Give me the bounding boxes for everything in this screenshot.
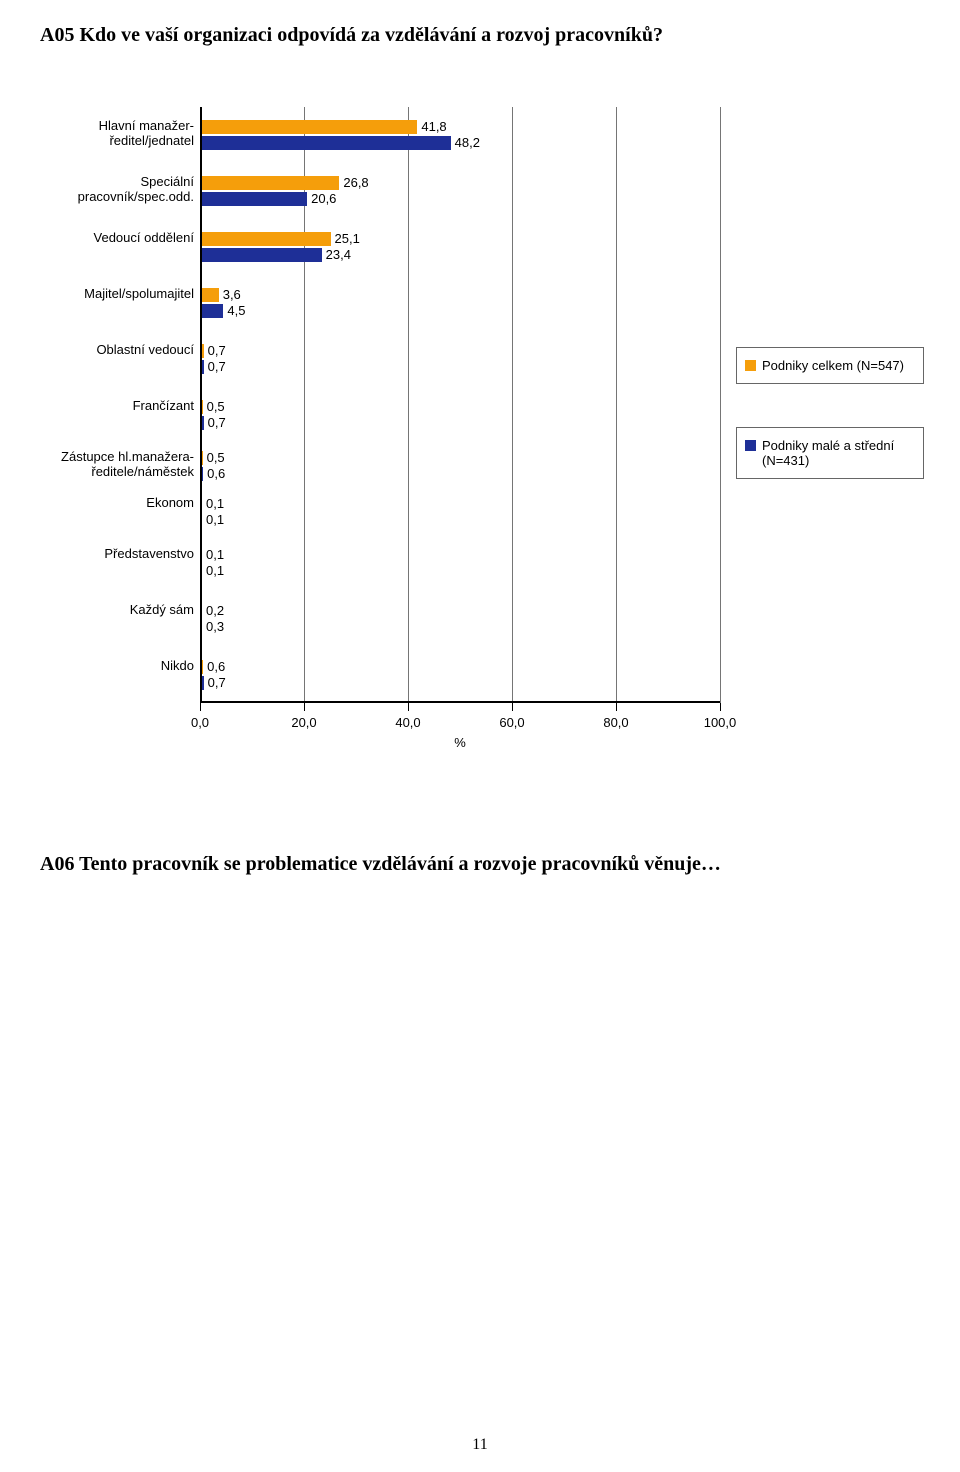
bar-series-b <box>200 192 307 206</box>
bar-series-b <box>200 304 223 318</box>
bar-series-a <box>200 288 219 302</box>
plot-area: 41,848,226,820,625,123,43,64,50,70,70,50… <box>200 107 720 703</box>
x-tick-label: 20,0 <box>291 715 316 730</box>
value-label: 0,5 <box>207 450 225 465</box>
value-label: 0,3 <box>206 619 224 634</box>
category-label: Hlavní manažer-ředitel/jednatel <box>40 119 194 149</box>
x-axis-title: % <box>454 735 466 750</box>
x-tick-label: 0,0 <box>191 715 209 730</box>
legend: Podniky malé a střední (N=431) <box>736 427 924 479</box>
value-label: 25,1 <box>335 231 360 246</box>
page: A05 Kdo ve vaší organizaci odpovídá za v… <box>0 0 960 1472</box>
x-tick-label: 60,0 <box>499 715 524 730</box>
value-label: 41,8 <box>421 119 446 134</box>
value-label: 0,1 <box>206 496 224 511</box>
plot-column: 41,848,226,820,625,123,43,64,50,70,70,50… <box>200 107 720 703</box>
value-label: 0,7 <box>208 415 226 430</box>
category-label: Vedoucí oddělení <box>40 231 194 246</box>
legend-column: Podniky celkem (N=547) Podniky malé a stř… <box>720 107 920 703</box>
value-label: 3,6 <box>223 287 241 302</box>
x-tick-label: 100,0 <box>704 715 737 730</box>
page-title: A05 Kdo ve vaší organizaci odpovídá za v… <box>40 24 920 47</box>
x-tick-label: 80,0 <box>603 715 628 730</box>
legend-swatch <box>745 440 756 451</box>
value-label: 0,1 <box>206 512 224 527</box>
value-label: 4,5 <box>227 303 245 318</box>
value-label: 48,2 <box>455 135 480 150</box>
legend-item: Podniky malé a střední (N=431) <box>745 438 915 468</box>
y-axis <box>200 107 202 703</box>
category-label: Speciálnípracovník/spec.odd. <box>40 175 194 205</box>
x-tick <box>720 703 721 711</box>
legend-item: Podniky celkem (N=547) <box>745 358 915 373</box>
page-number: 11 <box>472 1436 487 1454</box>
chart: Hlavní manažer-ředitel/jednatel Speciální… <box>40 107 920 753</box>
x-axis-row: 0,020,040,060,080,0100,0% <box>200 703 720 753</box>
category-label: Ekonom <box>40 496 194 511</box>
x-tick-label: 40,0 <box>395 715 420 730</box>
bar-series-b <box>200 248 322 262</box>
category-label: Představenstvo <box>40 547 194 562</box>
value-label: 26,8 <box>343 175 368 190</box>
legend-label: Podniky malé a střední (N=431) <box>762 438 915 468</box>
category-label: Zástupce hl.manažera-ředitele/náměstek <box>40 450 194 480</box>
plot-row: Hlavní manažer-ředitel/jednatel Speciální… <box>40 107 920 703</box>
value-label: 0,6 <box>207 659 225 674</box>
value-label: 0,2 <box>206 603 224 618</box>
legend-swatch <box>745 360 756 371</box>
bar-series-a <box>200 232 331 246</box>
category-label: Nikdo <box>40 659 194 674</box>
value-label: 0,1 <box>206 547 224 562</box>
category-label: Majitel/spolumajitel <box>40 287 194 302</box>
legend-label: Podniky celkem (N=547) <box>762 358 904 373</box>
bar-series-a <box>200 176 339 190</box>
value-label: 0,7 <box>208 359 226 374</box>
bar-series-a <box>200 120 417 134</box>
value-label: 0,7 <box>208 343 226 358</box>
category-labels-column: Hlavní manažer-ředitel/jednatel Speciální… <box>40 107 200 703</box>
value-label: 23,4 <box>326 247 351 262</box>
category-label: Frančízant <box>40 399 194 414</box>
value-label: 20,6 <box>311 191 336 206</box>
category-label: Každý sám <box>40 603 194 618</box>
value-label: 0,7 <box>208 675 226 690</box>
legend: Podniky celkem (N=547) <box>736 347 924 384</box>
bar-series-b <box>200 136 451 150</box>
value-label: 0,5 <box>207 399 225 414</box>
value-label: 0,1 <box>206 563 224 578</box>
footer-title: A06 Tento pracovník se problematice vzdě… <box>40 853 920 876</box>
value-label: 0,6 <box>207 466 225 481</box>
category-label: Oblastní vedoucí <box>40 343 194 358</box>
